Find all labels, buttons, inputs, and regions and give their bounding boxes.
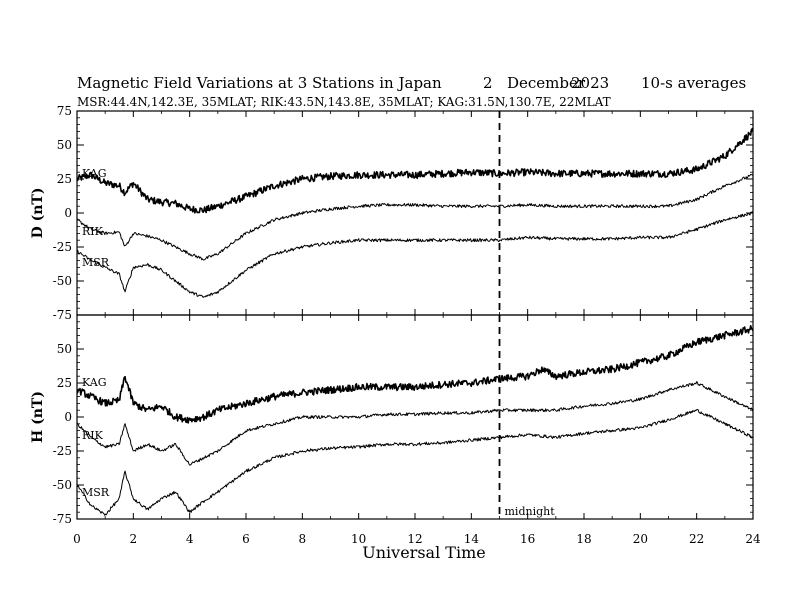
y-tick-label: -50 — [53, 274, 72, 288]
series-line-kag — [76, 127, 754, 214]
h-axis-label: H (nT) — [30, 391, 46, 443]
y-tick-label: 0 — [64, 206, 72, 220]
x-tick-label: 14 — [464, 532, 480, 546]
series-line-rik — [76, 381, 754, 466]
y-tick-label: 50 — [57, 342, 72, 356]
station-label-msr: MSR — [82, 256, 110, 269]
station-label-kag: KAG — [82, 376, 107, 389]
x-tick-label: 4 — [186, 532, 194, 546]
y-tick-label: -25 — [53, 240, 72, 254]
y-tick-label: 0 — [64, 410, 72, 424]
x-tick-label: 22 — [689, 532, 704, 546]
station-label-kag: KAG — [82, 167, 107, 180]
y-tick-label: 50 — [57, 138, 72, 152]
d-axis-label: D (nT) — [30, 188, 46, 239]
chart-title: Magnetic Field Variations at 3 Stations … — [77, 74, 442, 92]
x-tick-label: 24 — [745, 532, 761, 546]
station-label-rik: RIK — [82, 429, 104, 442]
series-line-msr — [76, 211, 754, 298]
series-line-msr — [76, 408, 754, 516]
y-tick-label: -25 — [53, 444, 72, 458]
series-line-kag — [76, 325, 754, 424]
series-layer — [76, 127, 754, 516]
y-tick-label: -75 — [53, 512, 72, 526]
date-year: 2023 — [571, 74, 609, 92]
x-axis-label: Universal Time — [362, 543, 485, 562]
x-tick-label: 16 — [520, 532, 535, 546]
y-tick-label: 25 — [57, 376, 72, 390]
series-line-rik — [76, 173, 754, 261]
x-tick-label: 20 — [633, 532, 648, 546]
y-tick-label: -75 — [53, 308, 72, 322]
d-panel-frame — [76, 110, 754, 316]
x-tick-label: 2 — [130, 532, 138, 546]
y-tick-label: 25 — [57, 172, 72, 186]
y-tick-label: -50 — [53, 478, 72, 492]
y-tick-label: 75 — [57, 104, 72, 118]
x-tick-label: 0 — [73, 532, 81, 546]
date-month: December — [507, 74, 586, 92]
averaging-label: 10-s averages — [641, 74, 746, 92]
x-tick-label: 12 — [407, 532, 422, 546]
x-tick-label: 8 — [299, 532, 307, 546]
series-labels-layer: KAG RIK MSR KAG RIK MSR — [82, 167, 110, 499]
x-tick-label: 6 — [242, 532, 250, 546]
stations-info: MSR:44.4N,142.3E, 35MLAT; RIK:43.5N,143.… — [77, 95, 611, 109]
date-day: 2 — [483, 74, 493, 92]
station-label-rik: RIK — [82, 225, 104, 238]
x-tick-label: 10 — [351, 532, 366, 546]
x-tick-label: 18 — [576, 532, 591, 546]
station-label-msr: MSR — [82, 486, 110, 499]
midnight-label: midnight — [505, 505, 556, 518]
